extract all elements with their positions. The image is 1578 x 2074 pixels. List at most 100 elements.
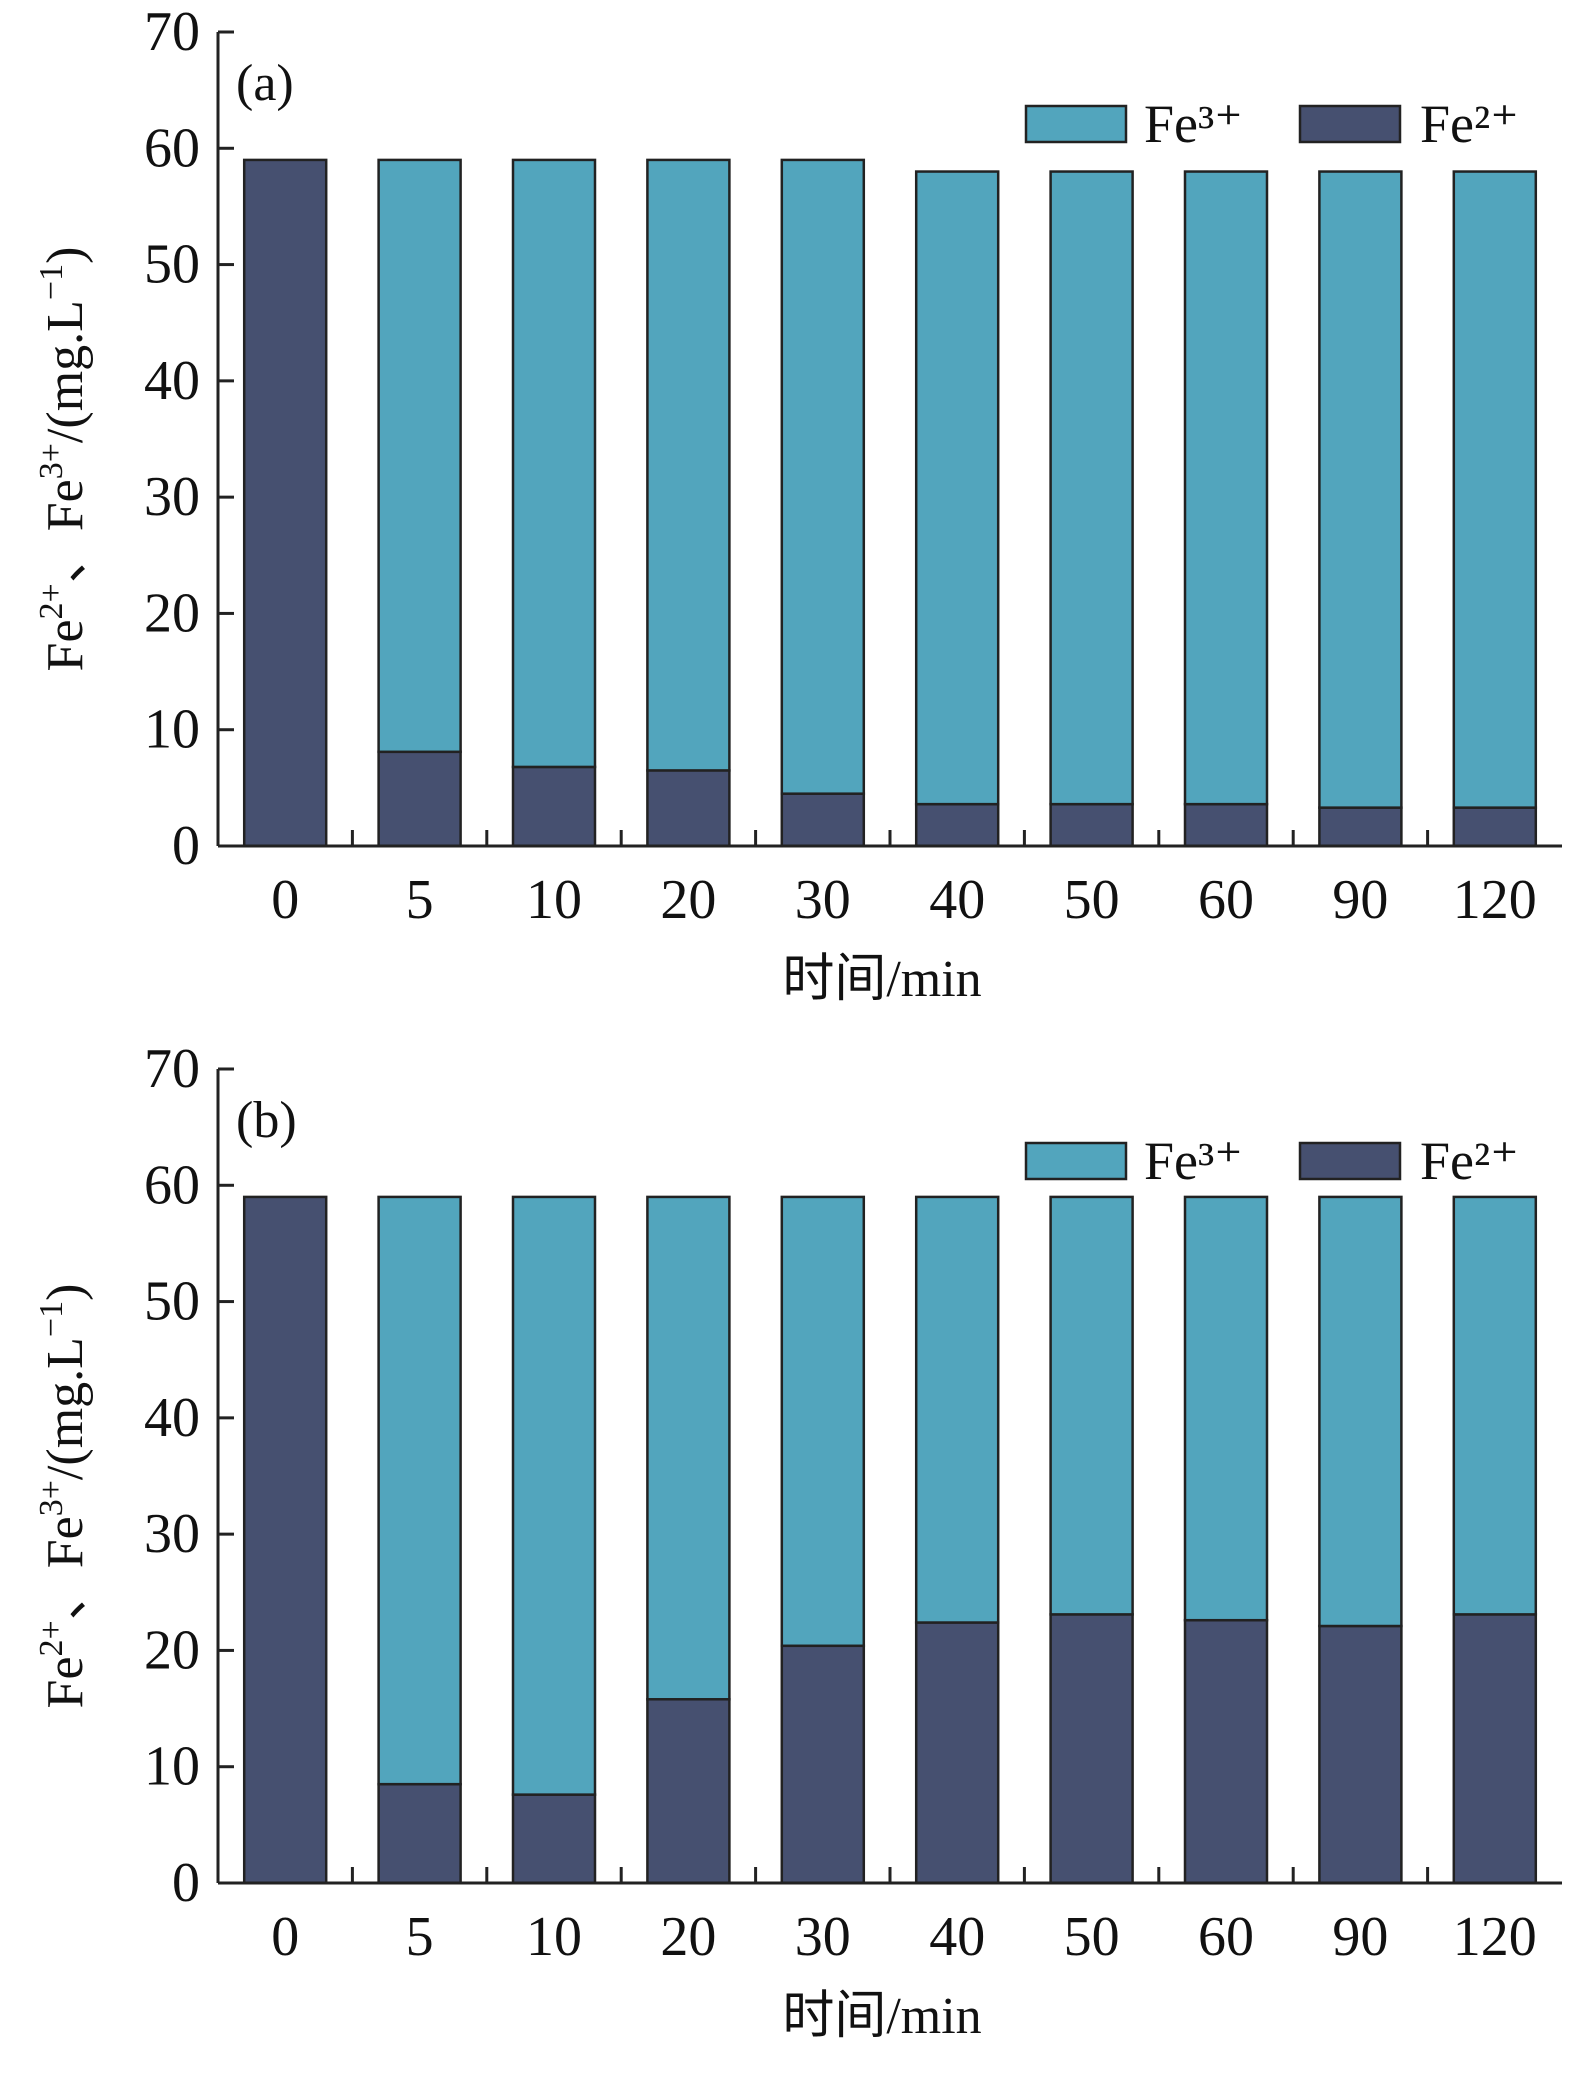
legend-swatch-fe3	[1024, 104, 1128, 144]
y-tick-label-10: 10	[144, 699, 200, 761]
bar-fe2-a-50	[1049, 802, 1134, 848]
y-tick-label-0: 0	[172, 815, 200, 877]
bar-fe3-b-20	[646, 1195, 731, 1701]
bar-fe2-b-10	[511, 1793, 597, 1885]
x-tick-label-60: 60	[1198, 1906, 1254, 1968]
bar-fe2-a-10	[511, 765, 597, 848]
bar-fe3-b-50	[1049, 1195, 1134, 1616]
x-tick-label-90: 90	[1332, 1906, 1388, 1968]
legend-label-fe3: Fe³⁺	[1144, 94, 1243, 154]
y-axis-title-part: Fe	[37, 619, 94, 671]
y-tick-label-20: 20	[144, 1619, 200, 1681]
bar-fe2-a-40	[914, 802, 1000, 848]
bar-fe3-a-90	[1318, 170, 1403, 809]
bar-fe2-b-50	[1049, 1613, 1134, 1885]
legend-swatch-fe3	[1024, 1141, 1128, 1181]
bar-fe3-b-30	[780, 1195, 866, 1648]
y-tick-label-0: 0	[172, 1852, 200, 1914]
y-tick-label-70: 70	[144, 1, 200, 63]
bar-fe3-a-20	[646, 158, 731, 772]
x-tick-label-10: 10	[526, 869, 582, 931]
y-tick-label-50: 50	[144, 1271, 200, 1333]
bar-fe3-a-60	[1183, 170, 1269, 806]
y-axis-title-superscript: −1	[33, 264, 70, 300]
x-tick-label-30: 30	[795, 1906, 851, 1968]
y-axis-title-superscript: 2+	[33, 583, 70, 619]
x-tick-label-60: 60	[1198, 869, 1254, 931]
x-tick-label-120: 120	[1453, 869, 1537, 931]
bar-fe3-a-50	[1049, 170, 1134, 806]
bar-fe2-b-5	[377, 1782, 462, 1885]
y-axis-title-superscript: 3+	[33, 1480, 70, 1516]
x-tick-label-40: 40	[929, 1906, 985, 1968]
legend-label-fe2: Fe²⁺	[1420, 1131, 1519, 1191]
bar-fe3-b-40	[914, 1195, 1000, 1624]
bar-fe3-b-90	[1318, 1195, 1403, 1628]
legend-label-fe3: Fe³⁺	[1144, 1131, 1243, 1191]
x-tick-label-20: 20	[660, 1906, 716, 1968]
x-tick-label-90: 90	[1332, 869, 1388, 931]
bar-fe2-b-120	[1452, 1613, 1538, 1885]
x-tick-label-40: 40	[929, 869, 985, 931]
y-tick-label-30: 30	[144, 1503, 200, 1565]
y-axis-title-part: /(mg.L	[37, 300, 94, 443]
panel-label: (b)	[236, 1092, 297, 1149]
y-tick-label-60: 60	[144, 1154, 200, 1216]
y-axis-title-part: 、Fe	[37, 479, 94, 583]
y-axis-title: Fe2+、Fe3+/(mg.L−1)	[33, 1284, 94, 1709]
y-axis-title-part: Fe	[37, 1656, 94, 1708]
bar-fe2-b-20	[646, 1698, 731, 1885]
bar-fe2-a-20	[646, 769, 731, 848]
y-tick-label-30: 30	[144, 466, 200, 528]
y-tick-label-20: 20	[144, 582, 200, 644]
y-axis-title-part: /(mg.L	[37, 1337, 94, 1480]
bar-fe3-b-10	[511, 1195, 597, 1796]
x-tick-label-0: 0	[271, 1906, 299, 1968]
y-axis-title-superscript: −1	[33, 1301, 70, 1337]
y-tick-label-40: 40	[144, 1387, 200, 1449]
y-tick-label-10: 10	[144, 1736, 200, 1798]
legend-swatch-fe2	[1298, 104, 1402, 144]
bar-fe2-a-0	[242, 158, 328, 848]
chart-panel-b: 0 10 20 30 40 50 60 70 0 5 10 20 30 40 50 60 90 120 时间/min…	[33, 1038, 1562, 2045]
bar-fe3-a-120	[1452, 170, 1538, 809]
bar-fe2-b-60	[1183, 1618, 1269, 1885]
bar-fe3-b-60	[1183, 1195, 1269, 1622]
x-tick-label-30: 30	[795, 869, 851, 931]
bar-fe3-a-40	[914, 170, 1000, 806]
bar-fe3-a-10	[511, 158, 597, 769]
bar-fe2-b-30	[780, 1644, 866, 1885]
bar-fe2-b-90	[1318, 1624, 1403, 1885]
bar-fe2-a-5	[377, 750, 462, 848]
chart-panel-a: 0 10 20 30 40 50 60 70 0 5 10 20 30 40 50 60 90 120 时间/min…	[33, 1, 1562, 1008]
legend-label-fe2: Fe²⁺	[1420, 94, 1519, 154]
y-axis-title-superscript: 2+	[33, 1620, 70, 1656]
x-tick-label-50: 50	[1064, 869, 1120, 931]
y-axis-title-superscript: 3+	[33, 443, 70, 479]
bar-fe3-b-120	[1452, 1195, 1538, 1616]
x-tick-label-5: 5	[406, 869, 434, 931]
y-axis-title-part: 、Fe	[37, 1516, 94, 1620]
bar-fe2-a-120	[1452, 806, 1538, 848]
y-tick-label-40: 40	[144, 350, 200, 412]
x-tick-label-120: 120	[1453, 1906, 1537, 1968]
y-tick-label-50: 50	[144, 234, 200, 296]
bar-fe2-a-30	[780, 792, 866, 848]
x-tick-label-10: 10	[526, 1906, 582, 1968]
y-tick-label-60: 60	[144, 117, 200, 179]
panel-label: (a)	[236, 55, 294, 112]
bar-fe3-a-5	[377, 158, 462, 754]
legend-swatch-fe2	[1298, 1141, 1402, 1181]
y-axis-title-part: )	[37, 247, 94, 264]
x-tick-label-50: 50	[1064, 1906, 1120, 1968]
bar-fe2-b-40	[914, 1621, 1000, 1885]
y-tick-label-70: 70	[144, 1038, 200, 1100]
x-tick-label-0: 0	[271, 869, 299, 931]
x-axis-title: 时间/min	[782, 951, 981, 1008]
x-tick-label-5: 5	[406, 1906, 434, 1968]
x-tick-label-20: 20	[660, 869, 716, 931]
y-axis-title-part: )	[37, 1284, 94, 1301]
bar-fe2-a-90	[1318, 806, 1403, 848]
x-axis-title: 时间/min	[782, 1988, 981, 2045]
y-axis-title: Fe2+、Fe3+/(mg.L−1)	[33, 247, 94, 672]
